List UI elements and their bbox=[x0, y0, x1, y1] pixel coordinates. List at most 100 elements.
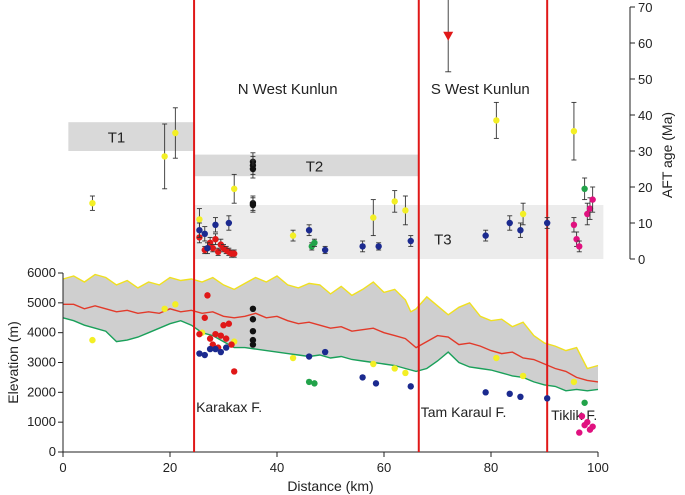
elevation-sample-point bbox=[206, 345, 214, 353]
elevation-sample-point bbox=[482, 389, 489, 396]
elevation-sample-point bbox=[249, 336, 257, 344]
y-right-tick-label: 50 bbox=[638, 72, 652, 87]
elevation-sample-point bbox=[402, 369, 409, 377]
y-axis-right-title: AFT age (Ma) bbox=[659, 112, 675, 198]
x-tick-label: 40 bbox=[270, 460, 284, 475]
y-left-tick-label: 5000 bbox=[27, 295, 56, 310]
elevation-sample-point bbox=[228, 341, 235, 348]
age-sample-point bbox=[581, 185, 588, 192]
x-tick-label: 80 bbox=[484, 460, 498, 475]
elevation-sample-point bbox=[249, 316, 257, 323]
x-tick-label: 100 bbox=[587, 460, 609, 475]
elevation-sample-point bbox=[196, 350, 203, 357]
elevation-sample-point bbox=[581, 399, 588, 406]
y-left-tick-label: 4000 bbox=[27, 325, 56, 340]
age-band-label-t3: T3 bbox=[434, 232, 452, 249]
elevation-envelope-fill bbox=[63, 274, 598, 391]
age-sample-point bbox=[519, 210, 527, 218]
min-elevation-line bbox=[62, 317, 599, 392]
elevation-sample-point bbox=[231, 368, 238, 375]
x-tick-label: 60 bbox=[377, 460, 391, 475]
age-sample-point bbox=[493, 117, 500, 124]
elevation-sample-point bbox=[196, 330, 203, 338]
elevation-profile bbox=[62, 273, 599, 392]
region-label-n-west-kunlun: N West Kunlun bbox=[238, 81, 338, 98]
elevation-sample-point bbox=[201, 314, 208, 321]
elevation-sample-point bbox=[305, 353, 313, 360]
y-left-tick-label: 2000 bbox=[27, 384, 56, 399]
age-sample-point bbox=[570, 221, 578, 228]
axes: 0 20 40 60 80 1000100020003000400050006000010… bbox=[27, 0, 652, 475]
age-sample-point bbox=[212, 221, 219, 228]
elevation-sample-point bbox=[217, 348, 225, 356]
age-band-t3 bbox=[194, 205, 604, 259]
elevation-sample-point bbox=[321, 348, 329, 356]
y-right-tick-label: 10 bbox=[638, 216, 652, 231]
y-right-tick-label: 20 bbox=[638, 180, 652, 195]
fault-label: Tam Karaul F. bbox=[421, 404, 507, 420]
elevation-sample-point bbox=[359, 374, 366, 381]
age-sample-point bbox=[407, 237, 414, 245]
elevation-sample-point bbox=[370, 360, 377, 368]
age-sample-point bbox=[249, 165, 257, 173]
age-sample-point bbox=[89, 200, 96, 207]
fault-label: Tiklik F. bbox=[551, 407, 597, 423]
age-sample-point bbox=[311, 239, 318, 246]
age-sample-point bbox=[517, 227, 524, 234]
age-sample-point bbox=[289, 232, 297, 239]
age-band-label-t2: T2 bbox=[306, 158, 324, 175]
age-sample-point bbox=[370, 214, 377, 221]
age-sample-point bbox=[375, 243, 382, 250]
age-sample-point bbox=[231, 185, 238, 192]
elevation-sample-point bbox=[519, 372, 527, 380]
elevation-samples bbox=[89, 292, 596, 436]
max-elevation-line bbox=[62, 273, 599, 370]
y-right-tick-label: 30 bbox=[638, 144, 652, 159]
mean-elevation-line bbox=[63, 303, 599, 383]
age-sample-point bbox=[589, 196, 596, 203]
age-sample-point bbox=[204, 245, 211, 252]
age-sample-point bbox=[172, 129, 179, 137]
age-sample-point bbox=[225, 219, 233, 227]
age-sample-point bbox=[402, 207, 409, 214]
y-left-tick-label: 1000 bbox=[27, 414, 56, 429]
y-right-tick-label: 70 bbox=[638, 0, 652, 15]
elevation-sample-point bbox=[578, 413, 586, 420]
elevation-sample-point bbox=[212, 345, 219, 353]
age-sample-triangle-marker bbox=[443, 31, 454, 41]
y-left-tick-label: 6000 bbox=[27, 265, 56, 280]
y-left-tick-label: 3000 bbox=[27, 355, 56, 370]
elevation-sample-point bbox=[161, 305, 168, 312]
elevation-sample-point bbox=[407, 383, 414, 390]
elevation-sample-point bbox=[506, 390, 513, 398]
elevation-sample-point bbox=[543, 395, 551, 402]
age-sample-point bbox=[576, 243, 583, 250]
elevation-sample-point bbox=[372, 380, 380, 387]
age-sample-point bbox=[231, 250, 238, 257]
age-sample-point bbox=[482, 232, 489, 239]
y-right-tick-label: 40 bbox=[638, 108, 652, 123]
age-sample-point bbox=[359, 243, 366, 250]
age-sample-point bbox=[570, 128, 578, 135]
elevation-sample-point bbox=[222, 344, 230, 351]
elevation-sample-point bbox=[204, 292, 211, 299]
age-sample-point bbox=[584, 210, 591, 218]
age-band-t1 bbox=[68, 122, 195, 151]
elevation-sample-point bbox=[172, 301, 179, 308]
elevation-sample-point bbox=[517, 393, 524, 401]
age-sample-point bbox=[161, 153, 168, 160]
y-axis-left-title: Elevation (m) bbox=[5, 321, 21, 403]
age-sample-point bbox=[321, 246, 329, 254]
age-sample-point bbox=[305, 227, 313, 234]
elevation-sample-point bbox=[576, 429, 583, 436]
elevation-sample-point bbox=[570, 378, 578, 386]
age-sample-point bbox=[249, 201, 257, 209]
elevation-sample-point bbox=[217, 332, 225, 339]
fault-lines: Karakax F. Tam Karaul F. Tiklik F. bbox=[193, 0, 597, 452]
elevation-sample-point bbox=[581, 421, 588, 429]
age-band-t2 bbox=[194, 154, 419, 177]
age-sample-point bbox=[543, 219, 551, 227]
age-sample-point bbox=[201, 230, 208, 237]
elevation-sample-point bbox=[225, 320, 233, 327]
